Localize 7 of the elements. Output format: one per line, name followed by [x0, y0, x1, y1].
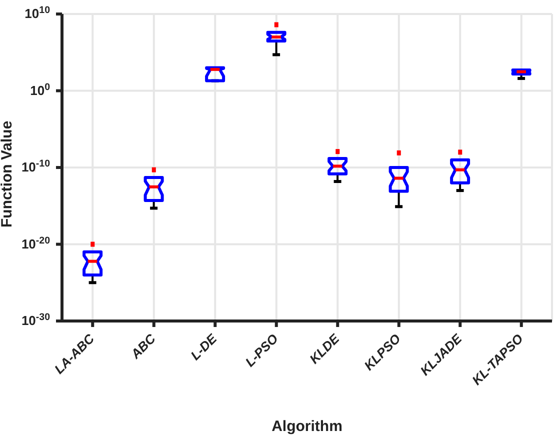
x-axis-title: Algorithm — [272, 418, 342, 435]
y-tick-label: 10$^{10}$ — [24, 4, 51, 21]
y-tick-label: 10$^{-30}$ — [21, 312, 51, 328]
y-tick-label: 10$^{-10}$ — [21, 158, 51, 174]
y-tick-label: 10$^{-20}$ — [21, 234, 51, 252]
y-axis-title: Function Value — [0, 120, 16, 228]
y-tick-label: 10$^{0}$ — [30, 81, 51, 98]
